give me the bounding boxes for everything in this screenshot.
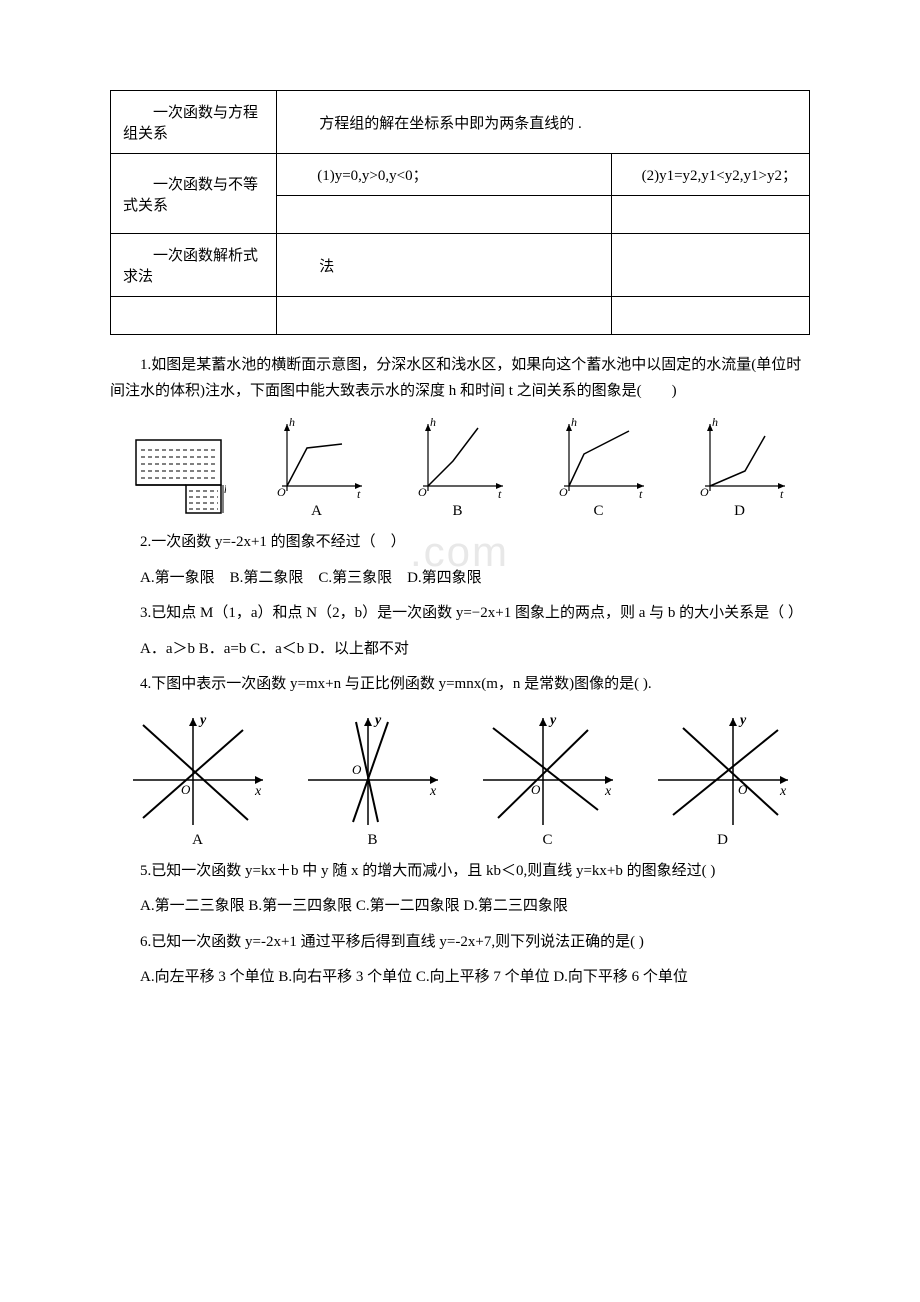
cell-r1c1: 一次函数与方程组关系 [111, 91, 277, 154]
q4-label-a: A [123, 832, 273, 849]
svg-text:h: h [571, 416, 577, 429]
svg-text:x: x [429, 784, 437, 799]
question-5-line2: A.第一二三象限 B.第一三四象限 C.第一二四象限 D.第二三四象限 [110, 894, 810, 920]
svg-text:t: t [780, 487, 784, 501]
svg-text:h: h [289, 416, 295, 429]
table-row: 一次函数与不等式关系 (1)y=0,y>0,y<0； (2)y1=y2,y1<y… [111, 154, 810, 196]
q4-graph-b: y x O B [298, 710, 448, 849]
svg-text:O: O [738, 782, 748, 797]
q4-graph-c: y x O C [473, 710, 623, 849]
svg-text:O: O [418, 485, 427, 499]
svg-text:O: O [531, 782, 541, 797]
cell-r3c3 [611, 196, 809, 234]
table-row: 一次函数与方程组关系 方程组的解在坐标系中即为两条直线的 . [111, 91, 810, 154]
question-1: 1.如图是某蓄水池的横断面示意图，分深水区和浅水区，如果向这个蓄水池中以固定的水… [110, 353, 810, 404]
question-6-line2: A.向左平移 3 个单位 B.向右平移 3 个单位 C.向上平移 7 个单位 D… [110, 965, 810, 991]
svg-text:O: O [700, 485, 709, 499]
svg-text:y: y [373, 713, 382, 728]
table-row [111, 297, 810, 335]
cell-r5c1 [111, 297, 277, 335]
svg-text:t: t [357, 487, 361, 501]
q4-graph-a: y x O A [123, 710, 273, 849]
cell-r4c3 [611, 234, 809, 297]
cell-r3c2 [277, 196, 611, 234]
graph-c: h t O C [549, 416, 649, 520]
pool-svg: h [131, 435, 226, 520]
q4-label-b: B [298, 832, 448, 849]
cell-r2c3: (2)y1=y2,y1<y2,y1>y2； [611, 154, 809, 196]
summary-table: 一次函数与方程组关系 方程组的解在坐标系中即为两条直线的 . 一次函数与不等式关… [110, 90, 810, 335]
question-2-line2: A.第一象限 B.第二象限 C.第三象限 D.第四象限 [110, 566, 810, 592]
q4-figures: y x O A y x O B [110, 710, 810, 849]
q4-label-d: D [648, 832, 798, 849]
question-4: 4.下图中表示一次函数 y=mx+n 与正比例函数 y=mnx(m，n 是常数)… [110, 672, 810, 698]
svg-text:O: O [559, 485, 568, 499]
graph-a: h t O A [267, 416, 367, 520]
svg-text:y: y [548, 713, 557, 728]
svg-text:O: O [181, 782, 191, 797]
question-3-line1: 3.已知点 M（1，a）和点 N（2，b）是一次函数 y=−2x+1 图象上的两… [110, 601, 810, 627]
label-d: D [690, 503, 790, 520]
cell-r1c2: 方程组的解在坐标系中即为两条直线的 . [277, 91, 810, 154]
table-row: 一次函数解析式求法 法 [111, 234, 810, 297]
graph-b: h t O B [408, 416, 508, 520]
cell-r5c2 [277, 297, 611, 335]
cell-r5c3 [611, 297, 809, 335]
cell-r2c1: 一次函数与不等式关系 [111, 154, 277, 234]
svg-text:y: y [198, 713, 207, 728]
label-b: B [408, 503, 508, 520]
q1-figures: h h t O A [110, 416, 810, 520]
svg-text:O: O [352, 762, 362, 777]
svg-text:x: x [254, 784, 262, 799]
svg-text:t: t [498, 487, 502, 501]
svg-text:y: y [738, 713, 747, 728]
q4-label-c: C [473, 832, 623, 849]
svg-text:O: O [277, 485, 286, 499]
svg-text:x: x [604, 784, 612, 799]
svg-text:h: h [430, 416, 436, 429]
q4-graph-d: y x O D [648, 710, 798, 849]
question-6-line1: 6.已知一次函数 y=-2x+1 通过平移后得到直线 y=-2x+7,则下列说法… [110, 930, 810, 956]
question-5-line1: 5.已知一次函数 y=kx＋b 中 y 随 x 的增大而减小，且 kb＜0,则直… [110, 859, 810, 885]
label-c: C [549, 503, 649, 520]
cell-r2c2: (1)y=0,y>0,y<0； [277, 154, 611, 196]
pool-h-label: h [224, 482, 226, 496]
question-3-line2: A．a＞b B．a=b C．a＜b D．以上都不对 [110, 637, 810, 663]
pool-diagram: h [131, 435, 226, 520]
question-2-line1: 2.一次函数 y=-2x+1 的图象不经过（ ） [110, 530, 810, 556]
svg-text:t: t [639, 487, 643, 501]
svg-text:h: h [712, 416, 718, 429]
graph-d: h t O D [690, 416, 790, 520]
label-a: A [267, 503, 367, 520]
cell-r4c1: 一次函数解析式求法 [111, 234, 277, 297]
cell-r4c2: 法 [277, 234, 611, 297]
svg-text:x: x [779, 784, 787, 799]
